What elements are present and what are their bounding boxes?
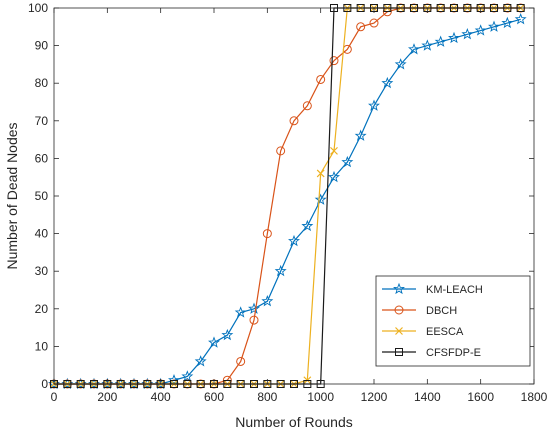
legend-label: EESCA [426,326,464,338]
y-tick-label: 0 [41,377,48,391]
data-point [501,16,514,29]
data-point [289,116,299,126]
legend-marker [395,327,403,335]
data-point [448,31,460,44]
legend-item: KM-LEACH [382,282,483,296]
data-point [208,336,220,348]
data-point [356,22,366,32]
data-point [434,35,447,47]
legend-marker [395,348,403,356]
data-point [194,355,207,367]
legend-label: KM-LEACH [426,284,483,296]
legend: KM-LEACH DBCH EESCA CFSFDP-E [375,275,531,367]
y-tick-label: 30 [35,264,49,278]
legend-item: CFSFDP-E [382,347,481,359]
data-point [488,20,500,32]
x-tick-label: 200 [97,390,117,404]
x-tick-label: 600 [204,390,224,404]
data-point [248,302,260,314]
data-point [341,155,354,168]
ticks-layer: 0 200 400 600 800 1000 1200 1400 1600 1800 0 10 20 30… [28,1,548,404]
legend-marker [394,305,404,315]
y-tick-label: 50 [35,189,49,203]
legend-label: CFSFDP-E [426,347,481,359]
x-tick-label: 0 [51,390,58,404]
data-point [234,306,247,318]
data-point [329,56,339,66]
data-point [354,129,367,141]
data-point [421,39,434,51]
y-axis-label: Number of Dead Nodes [4,122,20,269]
data-point [276,146,286,156]
y-tick-label: 40 [35,227,49,241]
data-point [381,76,394,89]
y-tick-label: 20 [35,302,49,316]
data-point [314,193,327,205]
data-point [408,43,420,55]
data-point [394,58,407,70]
data-point [474,24,487,36]
data-point [301,219,314,232]
legend-item: EESCA [382,326,464,338]
data-point [302,101,312,111]
data-point [330,146,338,155]
data-point [236,356,246,366]
data-point [328,170,340,183]
data-point [261,294,274,307]
x-tick-label: 1800 [521,390,548,404]
x-tick-label: 1400 [414,390,441,404]
x-tick-label: 1000 [307,390,334,404]
legend-marker [393,282,405,295]
data-point [514,12,527,25]
data-point [461,28,474,40]
data-point [316,169,325,178]
data-point [262,229,272,239]
x-axis-label: Number of Rounds [235,414,353,430]
data-point [168,373,180,386]
data-point [274,264,287,277]
data-point [368,99,380,111]
x-tick-label: 400 [151,390,171,404]
x-tick-label: 1200 [361,390,388,404]
y-tick-label: 90 [35,39,49,53]
x-tick-label: 1600 [467,390,494,404]
x-tick-label: 800 [257,390,277,404]
legend-label: DBCH [426,305,457,317]
data-point [288,234,300,247]
data-point [369,18,379,28]
data-point [249,315,259,325]
y-tick-label: 70 [35,114,49,128]
y-tick-label: 60 [35,151,49,165]
legend-item: DBCH [382,305,457,317]
y-tick-label: 80 [35,76,49,90]
data-point [221,328,234,341]
data-point [316,74,326,84]
data-point [181,370,194,382]
y-tick-label: 10 [35,339,49,353]
y-tick-label: 100 [28,1,48,15]
